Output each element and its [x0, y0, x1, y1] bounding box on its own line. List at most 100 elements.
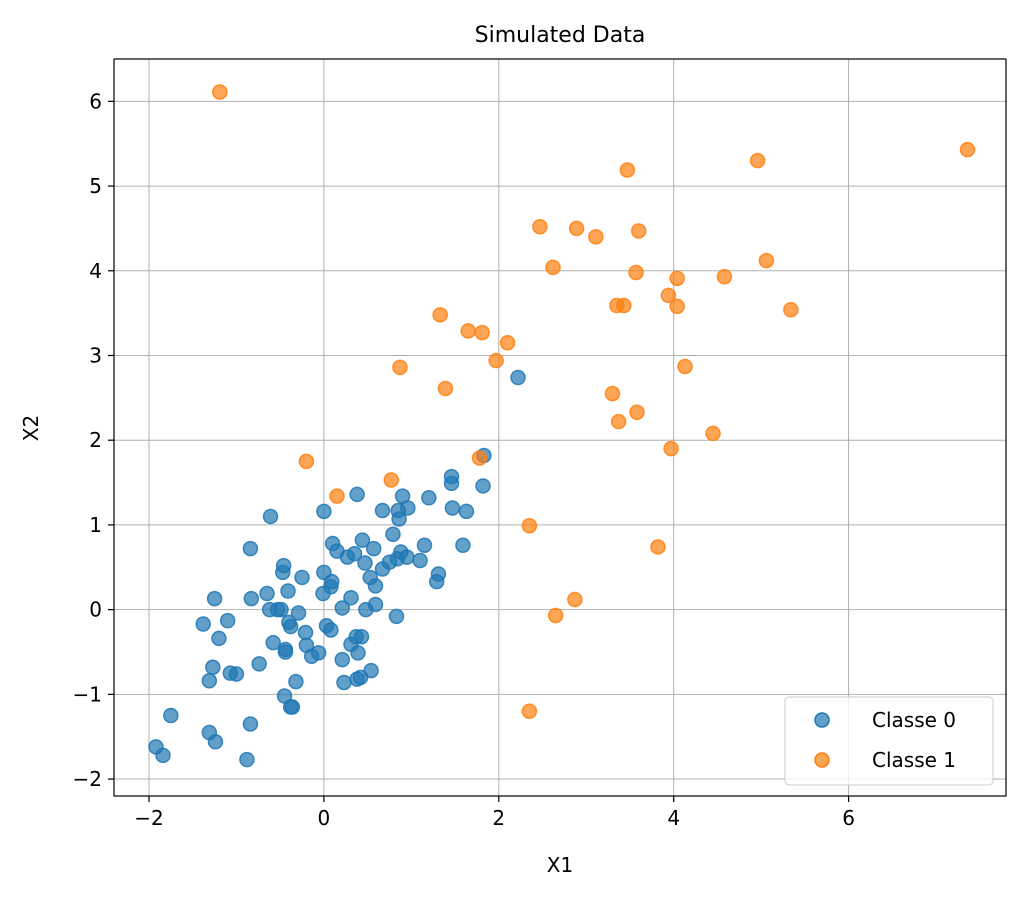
data-point-classe-1 — [628, 264, 644, 281]
data-point-classe-0 — [211, 630, 227, 647]
data-point-classe-0 — [265, 634, 281, 651]
data-point-classe-1 — [677, 358, 693, 375]
data-point-classe-0 — [205, 659, 221, 675]
data-point-classe-0 — [251, 656, 267, 672]
data-point-classe-0 — [374, 502, 391, 519]
data-point-classe-0 — [259, 585, 275, 602]
axes-frame — [113, 58, 1007, 797]
x-tick-label: 2 — [492, 806, 505, 830]
data-point-classe-0 — [385, 526, 401, 542]
y-axis-title: X2 — [19, 415, 43, 441]
data-point-classe-0 — [290, 605, 307, 621]
data-point-classe-1 — [669, 270, 685, 287]
data-point-classe-0 — [349, 486, 365, 503]
legend: Classe 0 Classe 1 — [784, 696, 994, 786]
data-point-classe-1 — [329, 488, 345, 504]
x-axis-title: X1 — [547, 853, 573, 877]
x-tick-label: −2 — [134, 806, 163, 830]
data-point-classe-1 — [383, 472, 399, 488]
y-tick-label: 5 — [89, 174, 102, 198]
data-point-classe-1 — [616, 297, 632, 314]
data-point-classe-0 — [391, 511, 407, 527]
data-point-classe-0 — [353, 628, 370, 645]
data-point-classe-1 — [474, 324, 490, 341]
data-point-classe-0 — [239, 751, 255, 768]
data-point-classe-0 — [416, 537, 433, 554]
data-point-classe-1 — [629, 404, 645, 421]
legend-label-classe-0: Classe 0 — [872, 708, 956, 732]
data-point-classe-1 — [783, 301, 799, 318]
data-point-classe-1 — [298, 453, 315, 470]
data-point-classe-1 — [758, 252, 775, 269]
data-point-classe-1 — [604, 385, 621, 402]
data-point-classe-1 — [610, 413, 627, 430]
data-point-classe-0 — [242, 540, 259, 557]
data-point-classe-0 — [280, 583, 296, 599]
data-point-classe-1 — [619, 162, 636, 178]
y-tick-label: 1 — [89, 513, 102, 537]
data-point-classe-0 — [261, 601, 278, 618]
data-points — [148, 84, 976, 768]
y-tick-label: 2 — [89, 428, 102, 452]
data-point-classe-1 — [568, 220, 585, 237]
data-point-classe-1 — [705, 425, 721, 442]
data-point-classe-0 — [339, 549, 356, 565]
data-point-classe-0 — [282, 618, 299, 635]
data-point-classe-0 — [458, 503, 475, 520]
data-point-classe-1 — [471, 450, 488, 466]
legend-marker-classe-0 — [814, 712, 830, 728]
legend-marker-classe-1 — [814, 752, 830, 768]
data-point-classe-0 — [262, 508, 279, 525]
x-tick-label: 0 — [318, 806, 331, 830]
data-point-classe-0 — [243, 590, 260, 607]
data-point-classe-0 — [323, 622, 339, 638]
data-point-classe-1 — [716, 268, 733, 285]
data-point-classe-1 — [547, 607, 564, 624]
data-point-classe-0 — [443, 475, 460, 492]
data-point-classe-0 — [365, 540, 382, 557]
y-tick-label: 3 — [89, 343, 102, 367]
data-point-classe-0 — [358, 601, 374, 618]
data-point-classe-0 — [388, 608, 405, 625]
data-point-classe-1 — [521, 518, 538, 534]
data-point-classe-0 — [336, 674, 352, 691]
data-point-classe-1 — [460, 323, 476, 339]
data-point-classe-1 — [567, 591, 583, 608]
data-point-classe-0 — [374, 561, 391, 577]
y-tick-label: 6 — [89, 89, 102, 113]
data-point-classe-1 — [959, 141, 976, 158]
data-point-classe-0 — [275, 564, 291, 581]
data-point-classe-0 — [277, 644, 294, 660]
data-point-classe-0 — [242, 716, 259, 732]
data-point-classe-1 — [532, 218, 548, 235]
y-tick-label: −1 — [73, 682, 102, 706]
data-point-classe-1 — [545, 259, 561, 276]
data-point-classe-0 — [297, 624, 314, 641]
y-tick-label: −2 — [73, 767, 102, 791]
data-point-classe-0 — [367, 578, 384, 594]
data-point-classe-0 — [349, 671, 365, 687]
data-point-classe-0 — [294, 569, 310, 586]
data-point-classe-0 — [412, 552, 428, 569]
data-point-classe-0 — [228, 666, 245, 682]
x-tick-label: 6 — [842, 806, 855, 830]
data-point-classe-0 — [195, 616, 211, 632]
data-point-classe-0 — [316, 503, 332, 520]
data-point-classe-0 — [155, 747, 171, 764]
data-point-classe-1 — [749, 152, 766, 169]
data-point-classe-1 — [437, 380, 454, 397]
legend-box — [784, 696, 994, 786]
data-point-classe-0 — [334, 600, 350, 616]
data-point-classe-0 — [428, 573, 445, 590]
y-tick-label: 4 — [89, 259, 102, 283]
axis-ticks: −2 0 2 4 6 −2 −1 0 1 2 3 4 5 6 — [73, 89, 855, 830]
data-point-classe-1 — [392, 359, 408, 376]
data-point-classe-1 — [669, 298, 685, 315]
data-point-classe-0 — [288, 673, 304, 690]
data-point-classe-0 — [219, 612, 236, 629]
data-point-classe-0 — [350, 645, 366, 661]
data-point-classe-0 — [475, 478, 491, 494]
data-point-classe-1 — [630, 223, 647, 239]
data-point-classe-0 — [444, 500, 461, 516]
